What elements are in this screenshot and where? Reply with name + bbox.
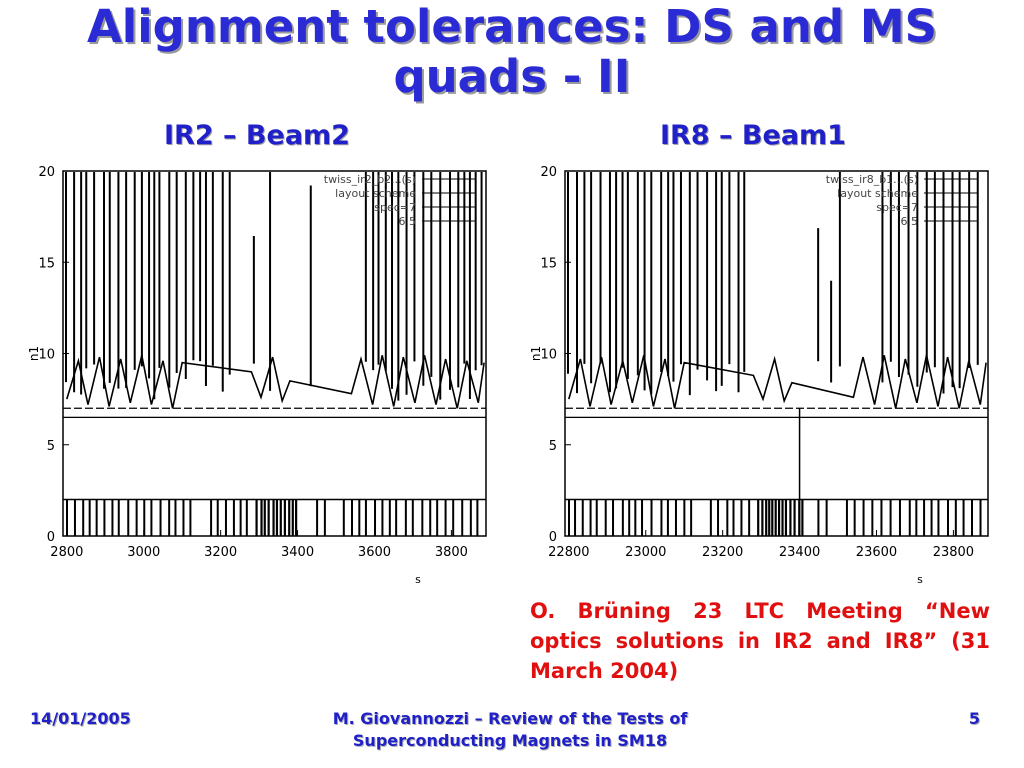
x-tick-label: 23200 [702, 545, 743, 560]
legend-label: twiss_ir8_b1...(s) [826, 173, 918, 186]
title-line-1: Alignment tolerances: DS and MS [86, 0, 938, 53]
x-tick-label: 2800 [50, 545, 83, 560]
slide-title: Alignment tolerances: DS and MS quads - … [0, 2, 1024, 102]
page-number: 5 [968, 709, 980, 728]
n1-aperture-curve [66, 355, 485, 409]
title-line-2: quads - II [393, 50, 631, 103]
y-axis-label: n1 [27, 346, 41, 361]
y-tick-label: 0 [47, 530, 55, 545]
y-tick-label: 5 [549, 439, 557, 454]
y-tick-label: 15 [540, 256, 557, 271]
y-axis-label: n1 [529, 346, 543, 361]
left-chart-heading: IR2 – Beam2 [164, 120, 350, 151]
x-tick-label: 22800 [548, 545, 589, 560]
legend-label: layout scheme [335, 187, 416, 200]
x-axis-label: s [917, 573, 923, 586]
footer-date: 14/01/2005 [30, 709, 131, 728]
y-tick-label: 10 [38, 348, 55, 363]
y-tick-label: 0 [549, 530, 557, 545]
legend-label: 6.5 [399, 215, 417, 228]
legend-label: twiss_ir2_b2...(s) [324, 173, 416, 186]
x-tick-label: 3400 [281, 545, 314, 560]
footer-presenter-line-2: Superconducting Magnets in SM18 [352, 731, 668, 750]
legend-label: layout scheme [837, 187, 918, 200]
footer-presenter-line-1: M. Giovannozzi – Review of the Tests of [332, 709, 688, 728]
plot-frame [62, 170, 487, 537]
right-chart-heading: IR8 – Beam1 [660, 120, 846, 151]
citation-reference: O. Brüning 23 LTC Meeting “New optics so… [530, 599, 990, 683]
legend-label: spec=7 [374, 201, 416, 214]
y-tick-label: 10 [540, 348, 557, 363]
x-tick-label: 23600 [856, 545, 897, 560]
legend-label: 6.5 [901, 215, 919, 228]
ir8-beam1-aperture-plot: 0 5 10 15 20 22800 23000 23200 23400 23600 23800 s n… [529, 165, 989, 586]
x-tick-label: 23400 [779, 545, 820, 560]
legend-label: spec=7 [876, 201, 918, 214]
y-tick-label: 20 [38, 165, 55, 180]
x-axis-label: s [415, 573, 421, 586]
y-tick-label: 15 [38, 256, 55, 271]
x-tick-label: 23000 [625, 545, 666, 560]
x-tick-label: 3200 [204, 545, 237, 560]
x-tick-label: 23800 [933, 545, 974, 560]
y-tick-label: 5 [47, 439, 55, 454]
x-tick-label: 3600 [358, 545, 391, 560]
x-tick-label: 3800 [435, 545, 468, 560]
x-tick-label: 3000 [127, 545, 160, 560]
ir2-beam2-aperture-plot: 0 5 10 15 20 2800 3000 3200 3400 3600 3800 s n1 twiss… [27, 165, 487, 586]
footer-presenter: M. Giovannozzi – Review of the Tests of … [250, 708, 770, 752]
y-tick-label: 20 [540, 165, 557, 180]
